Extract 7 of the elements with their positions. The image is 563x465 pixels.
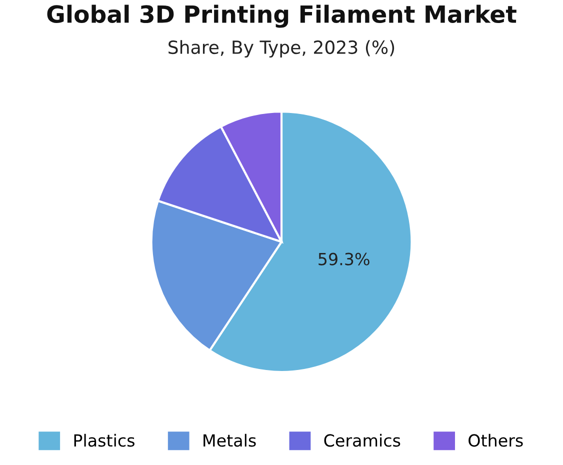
- legend-label: Plastics: [74, 434, 134, 447]
- chart-subtitle: Share, By Type, 2023 (%): [168, 40, 394, 58]
- legend-label: Ceramics: [324, 434, 400, 447]
- legend-label: Metals: [204, 434, 256, 447]
- legend-label: Others: [468, 434, 523, 447]
- data-label: 59.3%: [318, 252, 370, 266]
- chart-title: Global 3D Printing Filament Market: [47, 4, 516, 28]
